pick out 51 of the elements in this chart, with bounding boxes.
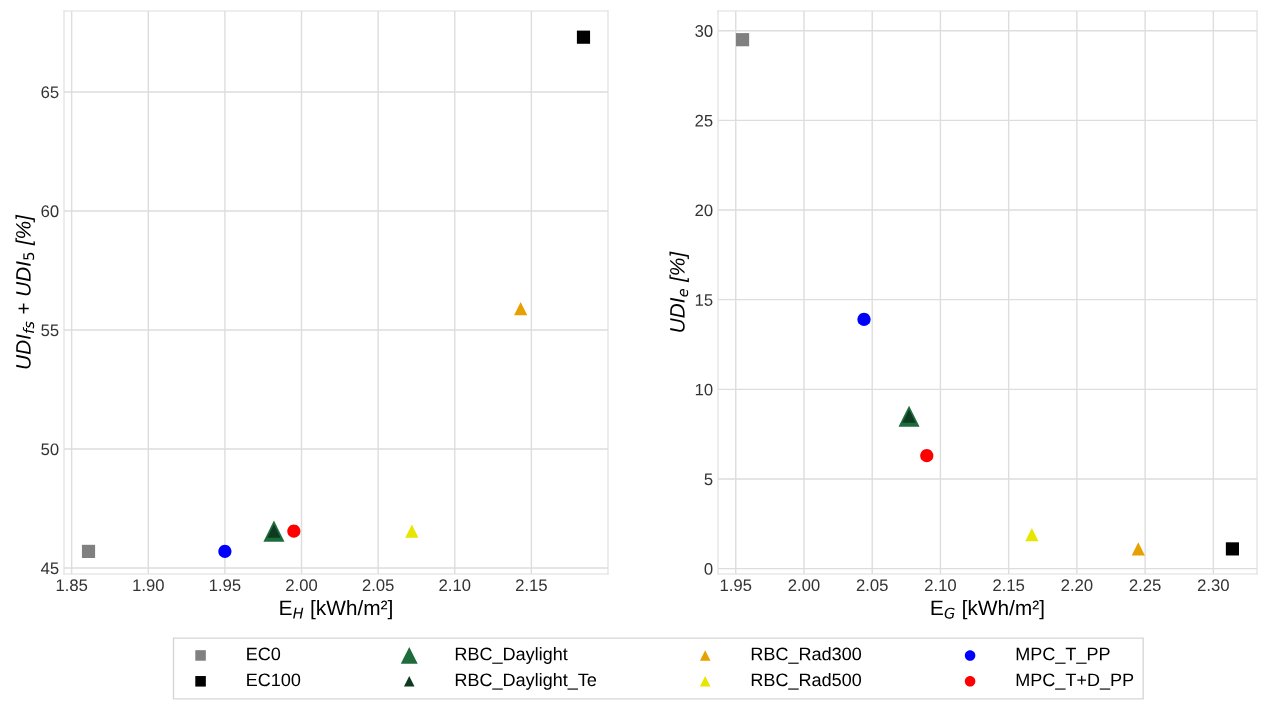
x-tick-label: 2.25 [1129, 579, 1161, 592]
x-tick-label: 1.90 [133, 579, 164, 592]
y-tick-label: 55 [41, 324, 59, 337]
x-tick-label: 2.20 [1061, 579, 1093, 592]
y-axis-title: UDI$_{e}$ [%] [669, 251, 689, 332]
point [218, 544, 232, 558]
point [287, 524, 301, 538]
y-tick-label: 30 [695, 25, 713, 37]
y-axis-title: UDI$_{fs}$ + UDI$_{5}$ [%] [15, 214, 35, 369]
legend-label: RBC_Rad300 [751, 647, 862, 664]
point [514, 301, 528, 316]
x-tick-label: 1.95 [720, 579, 752, 592]
y-tick-label: 20 [695, 204, 713, 217]
y-tick-label: 50 [41, 443, 59, 456]
y-tick-label: 0 [704, 563, 713, 575]
x-tick-label: 2.30 [1197, 579, 1229, 592]
legend-label: RBC_Daylight_Te [455, 672, 597, 690]
y-tick-label: 5 [704, 473, 713, 486]
point [405, 524, 419, 538]
x-axis-title: E$_{H}$ [kWh/m²] [280, 599, 392, 620]
legend-label: RBC_Daylight [455, 647, 568, 664]
x-tick-label: 2.10 [925, 579, 956, 592]
point [735, 33, 750, 47]
point [576, 30, 591, 44]
legend-label: EC100 [247, 673, 301, 687]
x-tick-label: 2.15 [993, 579, 1025, 592]
x-axis-title: E$_{G}$ [kWh/m²] [931, 599, 1044, 620]
x-tick-label: 2.00 [788, 579, 820, 592]
y-tick-label: 65 [41, 86, 59, 99]
point [1131, 542, 1145, 556]
x-tick-label: 2.05 [362, 579, 394, 592]
y-tick-label: 25 [695, 114, 713, 127]
legend-label: MPC_T+D_PP [1016, 673, 1134, 690]
legend-label: EC0 [247, 647, 281, 661]
point [1225, 542, 1240, 556]
x-tick-label: 1.95 [209, 579, 241, 592]
x-tick-label: 2.05 [856, 579, 888, 592]
y-tick-label: 45 [40, 562, 59, 575]
x-tick-label: 2.15 [516, 579, 547, 592]
x-tick-label: 2.00 [286, 579, 318, 592]
point [1025, 527, 1039, 542]
point [857, 312, 871, 326]
y-tick-label: 10 [695, 383, 713, 396]
x-tick-label: 2.10 [439, 579, 471, 592]
point [920, 449, 934, 463]
point [81, 544, 96, 558]
x-tick-label: 1.85 [56, 579, 88, 592]
y-tick-label: 60 [41, 205, 59, 218]
y-tick-label: 15 [695, 294, 713, 306]
legend-label: RBC_Rad500 [751, 672, 862, 690]
legend-label: MPC_T_PP [1016, 647, 1110, 664]
